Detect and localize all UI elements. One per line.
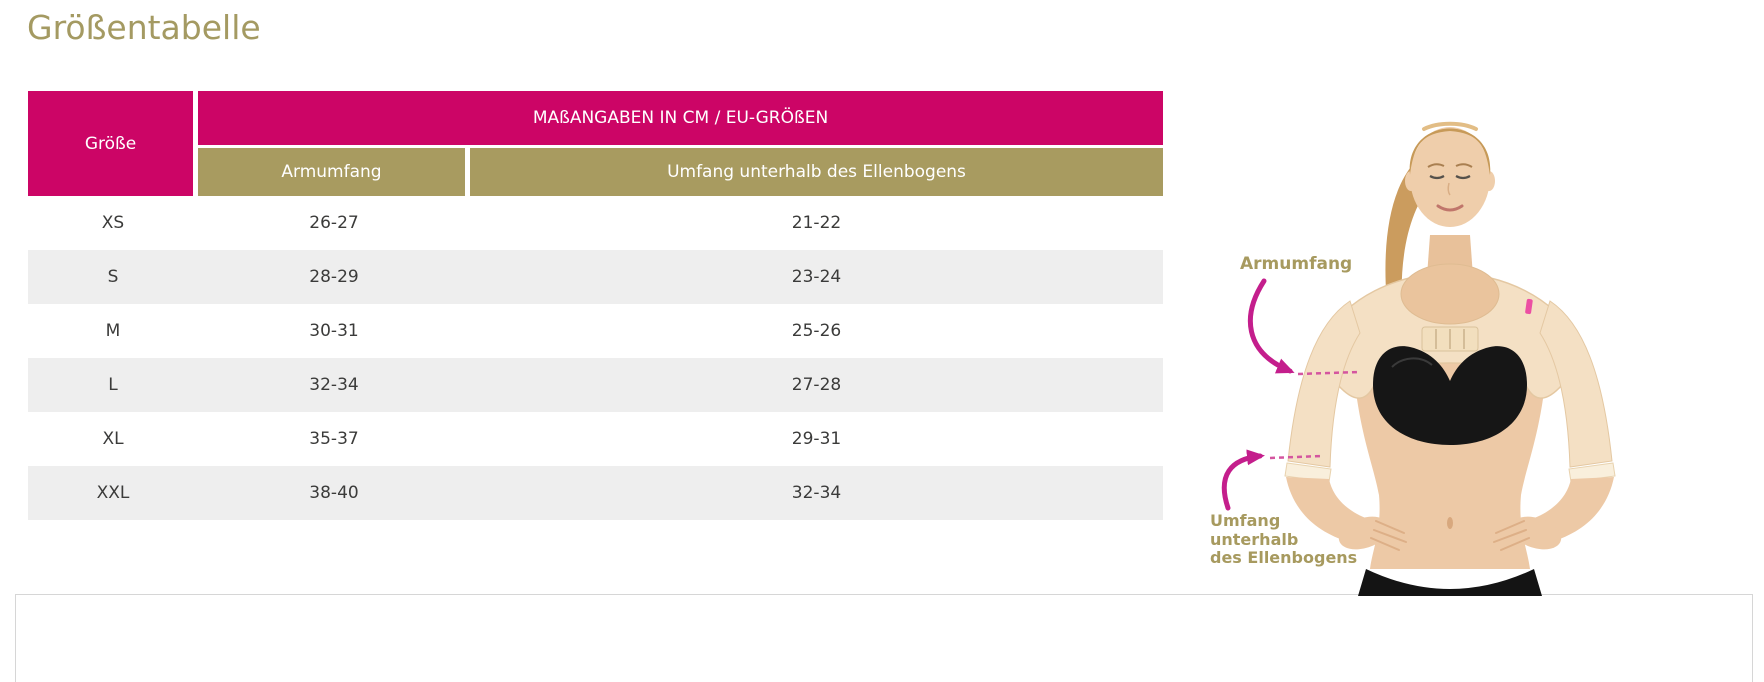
size-cell: L — [108, 375, 118, 395]
head — [1410, 127, 1490, 227]
table-row: XL 35-37 29-31 — [28, 412, 1163, 466]
garment-sleeve-left — [1287, 300, 1361, 468]
table-row: S 28-29 23-24 — [28, 250, 1163, 304]
pink-tag — [1525, 298, 1533, 315]
size-cell: S — [107, 267, 119, 287]
black-pants — [1358, 569, 1542, 596]
table-row: XXL 38-40 32-34 — [28, 466, 1163, 520]
header-armumfang: Armumfang — [198, 148, 465, 196]
header-umfang-unterhalb: Umfang unterhalb des Ellenbogens — [470, 148, 1163, 196]
product-photo: Armumfang Umfang unterhalb des Ellenboge… — [1092, 75, 1740, 596]
armumfang-cell: 38-40 — [309, 483, 359, 503]
umfang-cell: 32-34 — [791, 483, 842, 503]
table-row: L 32-34 27-28 — [28, 358, 1163, 412]
upper-measure-dashed-line — [1297, 370, 1361, 376]
umfang-cell: 21-22 — [791, 213, 842, 233]
armumfang-cell: 32-34 — [309, 375, 359, 395]
armumfang-cell: 26-27 — [309, 213, 359, 233]
bra-highlight — [1391, 357, 1433, 368]
armumfang-cell: 30-31 — [309, 321, 359, 341]
header-measurements-group: MAßANGABEN IN CM / EU-GRÖßEN — [198, 91, 1163, 145]
size-cell: XL — [102, 429, 124, 449]
upper-curved-arrow-icon — [1247, 278, 1295, 374]
umfang-cell: 25-26 — [791, 321, 842, 341]
umfang-unterhalb-annotation: Umfang unterhalb des Ellenbogens — [1210, 511, 1358, 567]
next-section-panel — [15, 594, 1753, 682]
face — [1427, 163, 1473, 212]
size-cell: XS — [101, 213, 125, 233]
size-table-header: Größe MAßANGABEN IN CM / EU-GRÖßEN Armum… — [28, 91, 1163, 196]
size-cell: M — [105, 321, 121, 341]
table-row: M 30-31 25-26 — [28, 304, 1163, 358]
garment-sleeve-right — [1539, 300, 1613, 468]
page-title: Größentabelle — [27, 8, 261, 47]
table-row: XS 26-27 21-22 — [28, 196, 1163, 250]
hair-highlight — [1422, 121, 1478, 131]
umfang-cell: 29-31 — [791, 429, 842, 449]
umfang-cell: 27-28 — [791, 375, 842, 395]
black-bra — [1373, 346, 1527, 445]
size-cell: XXL — [96, 483, 130, 503]
neckline — [1400, 263, 1500, 325]
lower-curved-arrow-icon — [1221, 449, 1265, 511]
armumfang-annotation: Armumfang — [1240, 254, 1353, 274]
header-groesse: Größe — [28, 91, 193, 196]
umfang-cell: 23-24 — [791, 267, 842, 287]
armumfang-cell: 28-29 — [309, 267, 359, 287]
navel — [1447, 517, 1453, 529]
garment-front-clasp — [1421, 326, 1479, 352]
size-table: Größe MAßANGABEN IN CM / EU-GRÖßEN Armum… — [28, 91, 1163, 520]
woman-illustration — [1221, 121, 1616, 596]
armumfang-cell: 35-37 — [309, 429, 359, 449]
